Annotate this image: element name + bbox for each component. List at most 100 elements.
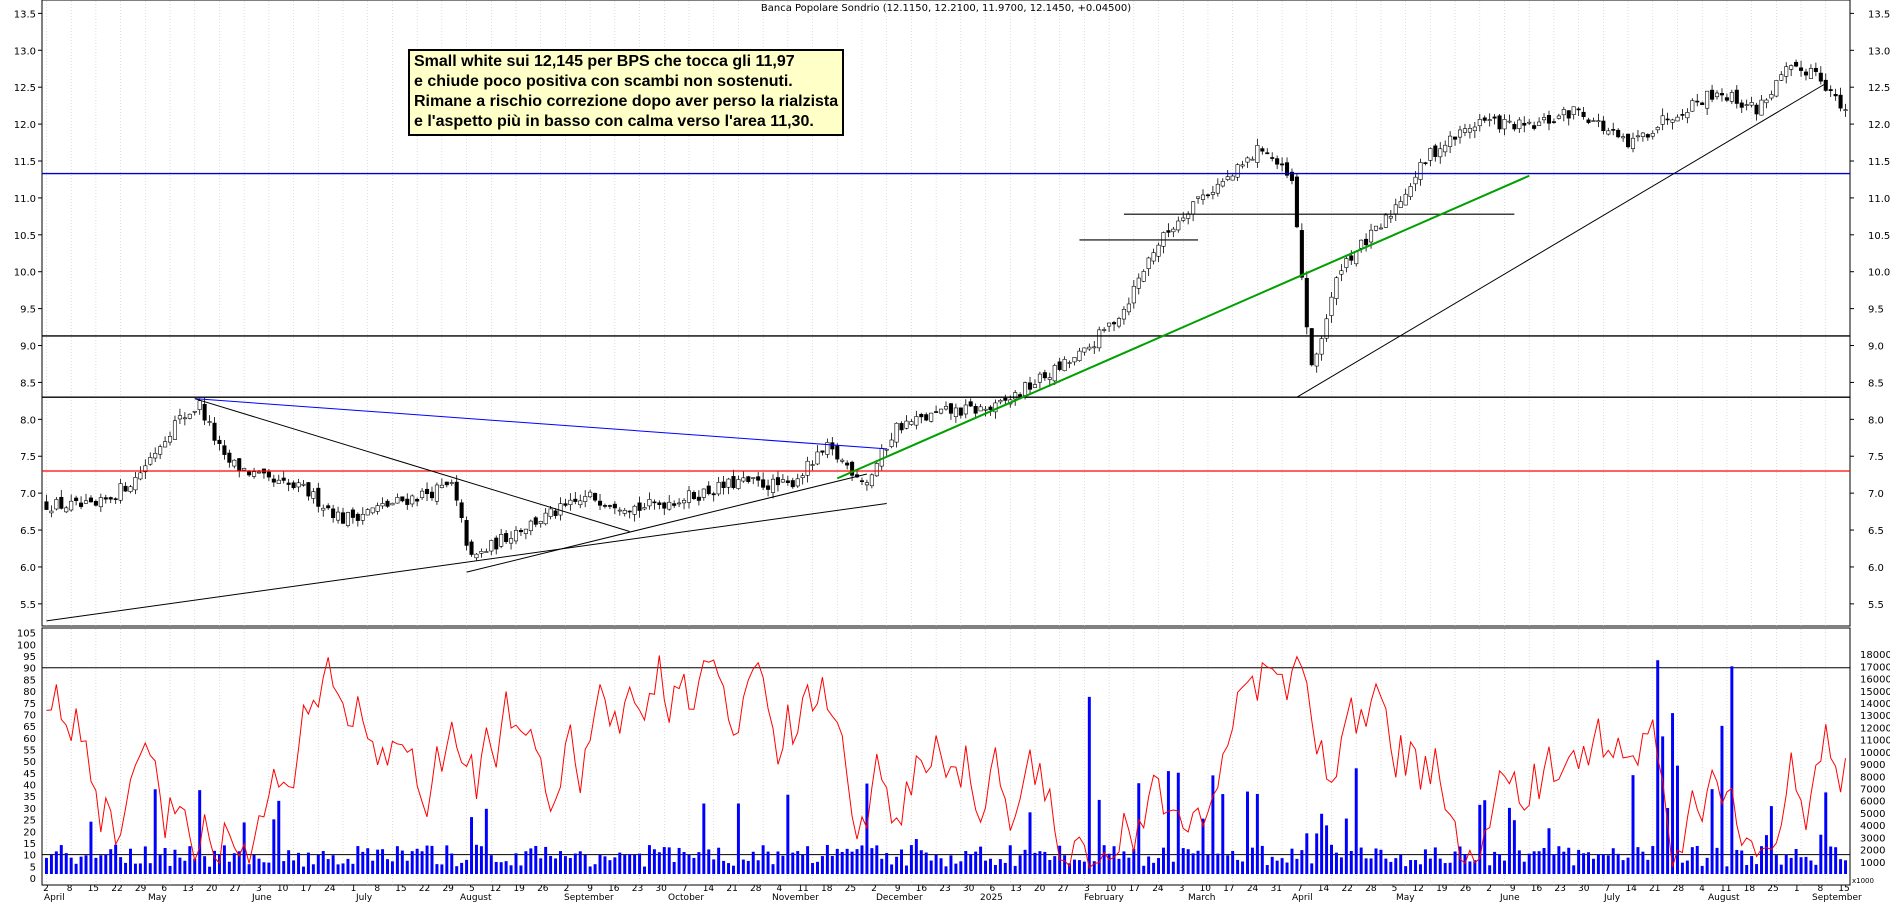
volume-bar (717, 847, 721, 874)
candle-body (405, 498, 410, 505)
volume-bar (1799, 857, 1803, 874)
volume-bar (509, 865, 513, 874)
oscillator-tick-label: 5 (30, 862, 36, 873)
volume-bar (1814, 864, 1818, 874)
volume-bar (74, 863, 78, 874)
volume-bar (786, 794, 790, 874)
volume-bar (1601, 854, 1605, 874)
candle-body (429, 491, 435, 499)
volume-bar (1191, 853, 1195, 874)
volume-bar (1606, 855, 1610, 874)
x-day-label: 7 (1297, 884, 1303, 894)
x-day-label: 12 (1412, 884, 1423, 894)
candle-body (1576, 108, 1581, 111)
price-tick-label-right: 8.5 (1868, 378, 1884, 389)
candle-body (805, 460, 810, 476)
volume-bar (198, 790, 202, 874)
volume-bar (168, 865, 172, 874)
candle-body (696, 496, 701, 501)
candle-body (1166, 230, 1171, 233)
x-day-label: 20 (206, 884, 218, 894)
candle-body (301, 483, 306, 486)
annotation-line: Small white sui 12,145 per BPS che tocca… (414, 53, 795, 70)
candle-body (123, 485, 128, 492)
candle-body (790, 480, 795, 488)
candle-body (1808, 68, 1813, 79)
x-day-label: 14 (1318, 884, 1330, 894)
x-day-label: 3 (1179, 884, 1185, 894)
candle-body (1453, 136, 1458, 140)
x-day-label: 10 (1105, 884, 1117, 894)
volume-bar (578, 851, 582, 874)
candle-body (98, 497, 103, 508)
x-day-label: 3 (256, 884, 262, 894)
volume-bar (914, 839, 918, 874)
x-day-label: 17 (301, 884, 312, 894)
volume-bar (272, 819, 276, 874)
candle-body (1680, 114, 1685, 116)
volume-bar (959, 861, 963, 874)
x-day-label: 29 (442, 884, 454, 894)
volume-bar (840, 851, 844, 874)
volume-bar (64, 853, 68, 874)
volume-bar (1834, 847, 1838, 874)
candle-body (291, 482, 296, 489)
x-day-label: 6 (161, 884, 167, 894)
candle-body (425, 488, 430, 495)
volume-bar (1048, 859, 1052, 874)
candle-body (88, 497, 93, 503)
volume-bar (1300, 850, 1304, 874)
volume-bar (114, 844, 118, 874)
x-month-label: February (1084, 893, 1125, 902)
volume-bar (1339, 857, 1343, 874)
x-day-label: 24 (1247, 884, 1259, 894)
volume-bar (895, 856, 899, 874)
volume-bar (1201, 818, 1205, 874)
volume-tick-label: 8000 (1860, 772, 1885, 783)
candle-body (1062, 359, 1067, 372)
volume-bar (939, 858, 943, 874)
volume-bar (504, 861, 508, 874)
candle-body (1769, 94, 1774, 99)
volume-bar (820, 856, 824, 874)
price-tick-label-right: 7.0 (1868, 489, 1884, 500)
candle-body (746, 476, 751, 482)
volume-bar (49, 854, 53, 874)
volume-bar (1102, 845, 1106, 874)
candle-body (1309, 328, 1314, 366)
volume-bar (1211, 775, 1215, 874)
volume-bar (257, 858, 261, 874)
volume-bar (1651, 846, 1655, 874)
x-day-label: 5 (469, 884, 475, 894)
x-day-label: 10 (1200, 884, 1212, 894)
candle-body (439, 484, 444, 488)
volume-bar (1231, 850, 1235, 874)
volume-bar (514, 853, 518, 874)
candle-body (1359, 239, 1364, 249)
candle-body (207, 421, 212, 423)
candle-body (484, 551, 489, 553)
x-month-label: May (1396, 893, 1415, 902)
volume-tick-label: 12000 (1860, 723, 1890, 734)
volume-bar (435, 864, 439, 874)
volume-bar (1438, 858, 1442, 874)
candle-body (163, 441, 168, 448)
volume-bar (1685, 860, 1689, 874)
volume-bar (598, 854, 602, 874)
volume-bar (568, 858, 572, 874)
candle-body (1112, 322, 1117, 325)
candle-body (1719, 93, 1724, 96)
candle-body (800, 475, 805, 478)
candle-body (444, 481, 449, 486)
candle-body (1037, 373, 1042, 383)
price-tick-label-left: 7.0 (20, 489, 36, 500)
volume-tick-label: 9000 (1860, 760, 1885, 771)
volume-bar (835, 848, 839, 874)
volume-bar (395, 846, 399, 874)
candle-body (751, 477, 756, 479)
volume-bar (1700, 865, 1704, 874)
volume-bar (791, 852, 795, 874)
candle-body (1438, 148, 1443, 158)
volume-bar (356, 846, 360, 874)
candle-body (1566, 110, 1571, 119)
